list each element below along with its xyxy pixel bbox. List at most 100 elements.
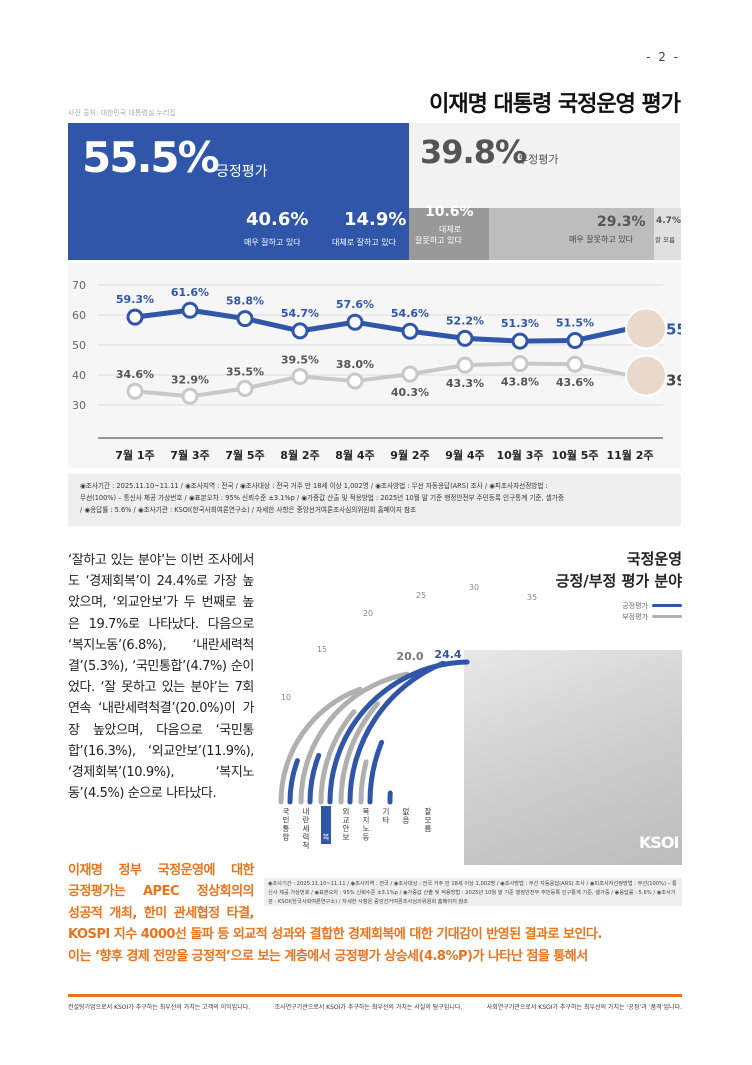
negative-point xyxy=(181,387,199,405)
x-tick-label: 7월 3주 xyxy=(170,448,209,462)
neg-max-label: 20.0 xyxy=(396,650,423,663)
positive-bar xyxy=(307,752,322,805)
negative-bar xyxy=(318,709,357,805)
negative-series-line xyxy=(134,361,631,399)
negative-data-label: 35.5% xyxy=(226,366,264,379)
category-label: 척 xyxy=(303,841,310,850)
category-label: 세 xyxy=(303,824,310,833)
category-label: 지 xyxy=(363,816,370,825)
approval-bar: 55.5% 긍정평가 40.6% 매우 잘하고 있다 14.9% 대체로 잘하고… xyxy=(68,123,681,260)
photo-credit: 사진 출처: 대한민국 대통령실 누리집 xyxy=(68,109,176,117)
negative-data-label: 43.8% xyxy=(501,376,539,389)
positive-bar xyxy=(347,660,446,805)
category-label: 보 xyxy=(343,833,350,842)
r-tick-label: 35 xyxy=(527,593,537,602)
negative-data-label: 43.3% xyxy=(446,377,484,390)
dont-know-segment: 4.7% 잘 모름 xyxy=(654,208,681,260)
x-tick-label: 10월 5주 xyxy=(551,448,598,462)
r-tick-label: 30 xyxy=(469,583,479,592)
positive-bar xyxy=(367,739,385,805)
highlight-line: 성공적 개최, 한미 관세협정 타결, xyxy=(68,905,255,921)
x-tick-label: 9월 4주 xyxy=(445,448,484,462)
body-paragraph: ‘잘하고 있는 분야’는 이번 조사에서도 ‘경제회복’이 24.4%로 가장 … xyxy=(68,553,254,802)
very-bad-label: 매우 잘못하고 있다 xyxy=(569,235,633,244)
category-label: 국 xyxy=(283,807,290,816)
footer-text: 컨설팅기업으로서 KSOI가 추구하는 최우선의 가치는 고객의 이익입니다. xyxy=(68,1004,251,1011)
very-good-label: 매우 잘하고 있다 xyxy=(244,238,301,247)
positive-block: 55.5% 긍정평가 40.6% 매우 잘하고 있다 14.9% 대체로 잘하고… xyxy=(68,123,409,260)
y-tick-label: 40 xyxy=(72,369,86,382)
negative-data-label: 39.8% xyxy=(666,372,681,390)
positive-point xyxy=(181,301,199,319)
positive-data-label: 59.3% xyxy=(116,293,154,306)
somewhat-bad-pct: 10.6% xyxy=(425,204,474,220)
note-line: ◉조사기간 : 2025.11.10~11.11 / ◉조사지역 : 전국 / … xyxy=(80,482,548,490)
r-tick-label: 15 xyxy=(317,645,327,654)
somewhat-bad-label1: 대체로 xyxy=(439,225,462,234)
highlight-line: KOSPI 지수 4000선 돌파 등 외교적 성과와 결합한 경제회복에 대한… xyxy=(68,927,602,943)
negative-data-label: 38.0% xyxy=(336,358,374,371)
somewhat-good-label: 대체로 잘하고 있다 xyxy=(332,238,396,247)
negative-bar xyxy=(338,701,381,805)
negative-data-label: 40.3% xyxy=(391,386,429,399)
avatar xyxy=(625,307,667,350)
highlight-paragraph: 이재명 정부 국정운영에 대한 긍정평가는 APEC 정상회의의 성공적 개최,… xyxy=(68,860,682,967)
negative-point xyxy=(401,365,419,383)
negative-data-label: 39.5% xyxy=(281,354,319,367)
negative-pct: 39.8% xyxy=(420,133,527,171)
page-number: - 2 - xyxy=(646,50,680,64)
highlight-line: 이는 ‘향후 경제 전망을 긍정적’으로 보는 계층에서 긍정평가 상승세(4.… xyxy=(68,948,588,964)
trend-chart-svg: 30 40 50 60 70 7월 1주 7월 3주 7월 5주 8월 2주 8월 4주 9월 2주… xyxy=(72,279,681,462)
positive-data-label: 55.5% xyxy=(666,321,681,339)
category-label: 모 xyxy=(425,816,432,825)
positive-label: 긍정평가 xyxy=(216,164,268,180)
x-tick-label: 7월 5주 xyxy=(225,448,264,462)
category-label: 통 xyxy=(283,824,290,833)
note-line: 무선(100%) – 통신사 제공 가상번호 / ◉표본오차 : 95% 신뢰수… xyxy=(80,494,564,502)
background-photo xyxy=(464,650,682,865)
positive-data-label: 51.5% xyxy=(556,317,594,330)
category-label: 내 xyxy=(303,807,310,816)
very-good-pct: 40.6% xyxy=(246,209,309,230)
dont-know-label: 잘 모름 xyxy=(655,236,676,244)
r-tick-label: 25 xyxy=(416,591,426,600)
category-label: 합 xyxy=(283,833,290,842)
trend-chart: 30 40 50 60 70 7월 1주 7월 3주 7월 5주 8월 2주 8월 4주 9월 2주… xyxy=(68,263,681,468)
positive-point xyxy=(511,332,529,350)
field-chart-notes: ◉조사기간 : 2025.11.10~11.11 / ◉조사지역 : 전국 / … xyxy=(264,878,682,906)
category-label: 동 xyxy=(363,833,370,842)
negative-point xyxy=(236,380,254,397)
y-tick-label: 70 xyxy=(72,279,86,292)
positive-point xyxy=(456,329,474,347)
positive-data-label: 54.7% xyxy=(281,307,319,320)
footer: 컨설팅기업으로서 KSOI가 추구하는 최우선의 가치는 고객의 이익입니다. … xyxy=(68,1002,682,1011)
very-bad-pct: 29.3% xyxy=(597,214,646,230)
highlight-line: 긍정평가는 APEC 정상회의의 xyxy=(68,884,255,900)
negative-point xyxy=(566,355,584,373)
footer-text: 사회연구기관으로서 KSOI가 추구하는 최우선의 가치는 ‘공정’과 ‘품격’… xyxy=(486,1004,682,1011)
negative-point xyxy=(126,382,144,400)
field-chart: 국정운영 긍정/부정 평가 분야 긍정평가 부정평가 5101520253035… xyxy=(264,540,682,865)
positive-data-label: 54.6% xyxy=(391,307,429,320)
category-highlight xyxy=(321,806,331,844)
field-chart-title2: 긍정/부정 평가 분야 xyxy=(555,572,682,590)
category-label: 민 xyxy=(283,815,290,825)
category-label: 결 xyxy=(303,849,310,851)
positive-point xyxy=(346,313,364,331)
legend-pos-label: 긍정평가 xyxy=(622,601,648,610)
category-label: 복 xyxy=(363,807,370,816)
y-tick-label: 30 xyxy=(72,399,86,412)
negative-data-label: 34.6% xyxy=(116,368,154,381)
category-label: 타 xyxy=(383,816,390,825)
positive-point xyxy=(236,310,254,328)
dont-know-pct: 4.7% xyxy=(656,216,681,226)
category-label: 기 xyxy=(383,807,390,816)
category-label: 력 xyxy=(303,833,310,842)
negative-data-label: 43.6% xyxy=(556,376,594,389)
very-bad-segment: 29.3% 매우 잘못하고 있다 xyxy=(489,208,654,260)
category-label: 복 xyxy=(323,833,330,842)
positive-point xyxy=(126,308,144,326)
x-tick-label: 10월 3주 xyxy=(496,448,543,462)
legend-neg-label: 부정평가 xyxy=(622,612,648,621)
y-tick-label: 50 xyxy=(72,339,86,352)
